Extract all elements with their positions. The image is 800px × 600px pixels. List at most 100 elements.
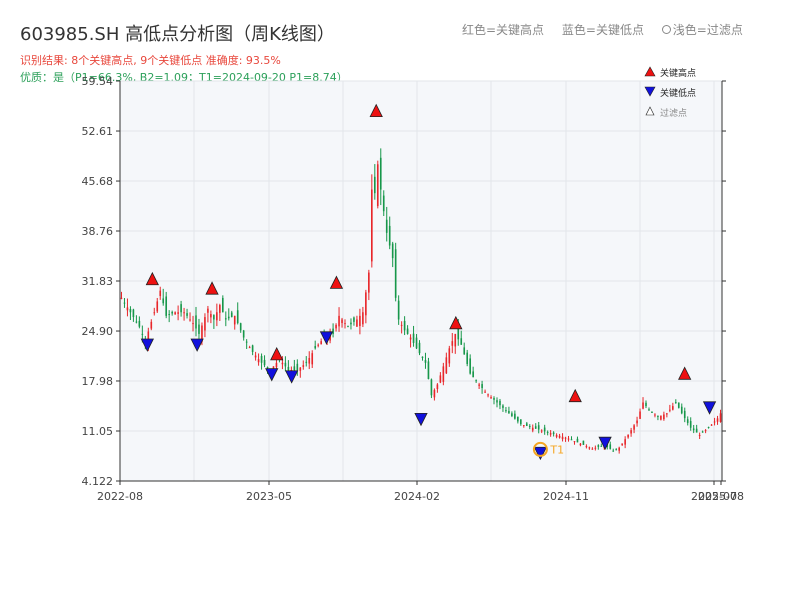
candle-body <box>689 421 692 428</box>
candle-body <box>135 321 138 323</box>
candle-body <box>338 315 340 327</box>
candle-body <box>230 312 233 318</box>
candle-body <box>239 323 242 331</box>
candle-body <box>373 176 376 194</box>
candle-body <box>403 320 406 331</box>
circle-icon <box>661 25 671 34</box>
candle-body <box>496 400 498 403</box>
candle-body <box>320 341 322 345</box>
candle-body <box>153 312 156 314</box>
key-high-marker <box>678 366 692 380</box>
candle-body <box>639 411 641 419</box>
candle-body <box>227 316 230 319</box>
candle-body <box>520 419 522 425</box>
candle-body <box>642 402 644 409</box>
candle-body <box>368 272 370 293</box>
candle-body <box>427 361 430 380</box>
key-low-marker <box>140 338 155 352</box>
candle-body <box>224 318 227 320</box>
candle-body <box>463 347 466 355</box>
y-tick-label: 59.54 <box>82 75 114 88</box>
candle-body <box>499 400 501 406</box>
candle-body <box>150 321 153 329</box>
candle-body <box>141 333 144 335</box>
legend-high-icon <box>644 66 656 77</box>
candle-body <box>210 314 212 318</box>
candle-body <box>579 443 582 446</box>
candle-body <box>359 315 361 327</box>
key-point-markers: T1 <box>140 103 717 461</box>
candle-body <box>686 419 689 423</box>
candle-body <box>216 312 218 321</box>
candle-body <box>120 297 123 299</box>
candle-body <box>514 413 516 419</box>
candle-body <box>472 371 474 378</box>
candle-body <box>421 356 424 358</box>
candle-body <box>186 313 188 316</box>
candle-body <box>183 312 185 314</box>
candle-body <box>716 418 719 422</box>
legend-blue-label: 蓝色=关键低点 <box>561 23 644 37</box>
legend-high-label: 关键高点 <box>660 67 696 79</box>
candle-body <box>594 447 597 449</box>
candle-body <box>350 322 352 325</box>
y-tick-label: 52.61 <box>82 125 114 138</box>
t1-circle-marker <box>532 441 548 457</box>
candle-body <box>555 434 558 437</box>
candle-body <box>159 290 162 297</box>
candle-body <box>171 311 173 314</box>
candle-body <box>534 426 537 429</box>
candle-body <box>600 445 603 447</box>
candle-body <box>385 219 388 233</box>
candle-body <box>451 341 454 346</box>
candle-body <box>701 431 704 433</box>
candle-body <box>275 362 278 368</box>
candle-body <box>356 319 358 327</box>
candle-body <box>251 345 254 352</box>
candle-body <box>430 379 433 396</box>
candle-body <box>567 438 570 440</box>
candle-body <box>126 307 129 311</box>
candle-body <box>341 319 343 324</box>
candle-body <box>442 366 445 382</box>
legend-red-label: 红色=关键高点 <box>462 23 545 37</box>
candle-body <box>698 434 701 436</box>
candle-body <box>138 320 141 327</box>
candle-body <box>189 319 191 321</box>
candle-body <box>540 430 543 432</box>
candle-body <box>412 333 415 343</box>
candle-body <box>710 424 713 426</box>
candle-body <box>132 309 135 318</box>
candle-body <box>242 330 245 338</box>
candle-body <box>397 300 400 320</box>
page-title: 603985.SH 高低点分析图（周K线图） <box>20 24 335 45</box>
color-legend: 红色=关键高点 蓝色=关键低点 浅色=过滤点 <box>462 21 757 38</box>
candle-body <box>177 312 179 314</box>
y-tick-label: 38.76 <box>82 225 114 238</box>
candle-body <box>490 397 492 399</box>
candle-body <box>221 297 224 313</box>
candle-body <box>582 440 585 445</box>
x-tick-label: 2025-07 <box>691 490 737 503</box>
candle-body <box>517 416 519 422</box>
key-high-marker <box>205 281 219 295</box>
candle-body <box>233 315 236 325</box>
candle-body <box>719 413 722 422</box>
key-high-marker <box>270 346 284 361</box>
candle-body <box>365 292 367 316</box>
x-tick-label: 2025-08 <box>698 490 744 503</box>
candle-body <box>573 441 576 443</box>
candle-body <box>299 367 302 371</box>
candle-body <box>257 359 260 363</box>
candle-body <box>198 324 200 334</box>
candle-body <box>362 312 364 325</box>
candle-body <box>254 355 257 358</box>
candle-body <box>168 314 170 316</box>
candle-body <box>674 402 677 404</box>
candle-body <box>618 447 621 451</box>
candle-body <box>469 358 471 374</box>
candle-body <box>505 410 507 412</box>
candle-body <box>475 380 477 382</box>
candle-body <box>609 444 612 449</box>
